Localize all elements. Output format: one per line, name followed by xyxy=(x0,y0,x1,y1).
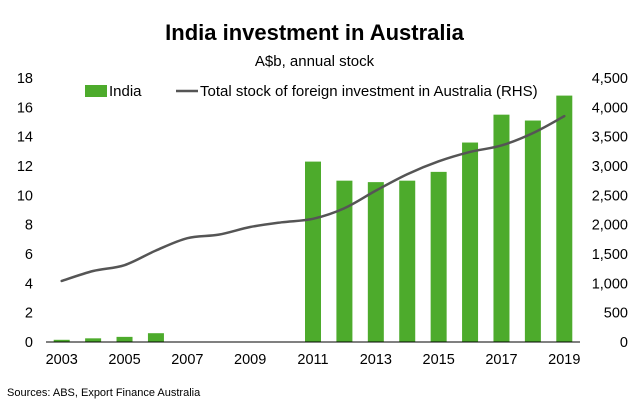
right-y-tick-label-2,500: 2,500 xyxy=(592,188,628,204)
bar-india-2019 xyxy=(556,95,573,342)
legend-swatch-india xyxy=(85,85,107,97)
source-note: Sources: ABS, Export Finance Australia xyxy=(7,387,201,399)
legend: India Total stock of foreign investment … xyxy=(85,83,538,100)
right-y-tick-label-0: 0 xyxy=(620,335,628,351)
bar-india-2004 xyxy=(85,338,102,342)
chart-subtitle: A$b, annual stock xyxy=(254,53,375,70)
right-y-tick-label-4,000: 4,000 xyxy=(592,100,628,116)
left-y-tick-label-8: 8 xyxy=(25,218,33,234)
left-y-tick-label-2: 2 xyxy=(25,306,33,322)
right-y-axis-ticks: 0 500 1,000 1,500 2,000 2,500 3,000 3,500 4,000 4… xyxy=(592,71,628,351)
right-y-tick-label-4,500: 4,500 xyxy=(592,71,628,87)
right-y-tick-label-1,500: 1,500 xyxy=(592,247,628,263)
x-tick-label-2011: 2011 xyxy=(297,352,328,368)
bar-india-2013 xyxy=(367,182,384,342)
bar-series-india xyxy=(53,95,573,343)
bar-india-2011 xyxy=(305,161,321,342)
legend-label-india: India xyxy=(109,83,142,100)
left-y-tick-label-14: 14 xyxy=(17,130,33,146)
right-y-tick-label-500: 500 xyxy=(604,306,628,322)
x-tick-label-2009: 2009 xyxy=(234,352,266,368)
bar-india-2005 xyxy=(116,336,133,342)
left-y-tick-label-4: 4 xyxy=(25,276,33,292)
x-tick-label-2017: 2017 xyxy=(485,352,517,368)
line-series-total-foreign-investment xyxy=(60,114,566,283)
x-tick-label-2007: 2007 xyxy=(171,352,203,368)
bar-india-2003 xyxy=(53,339,70,342)
chart-title: India investment in Australia xyxy=(165,20,464,45)
left-y-tick-label-10: 10 xyxy=(17,188,33,204)
legend-label-total-foreign-investment: Total stock of foreign investment in Aus… xyxy=(200,83,538,100)
right-y-tick-label-3,500: 3,500 xyxy=(592,130,628,146)
bar-india-2015 xyxy=(430,171,447,342)
x-tick-label-2019: 2019 xyxy=(548,352,580,368)
left-y-tick-label-18: 18 xyxy=(17,71,33,87)
bar-india-2006 xyxy=(147,333,164,342)
bar-india-2014 xyxy=(399,180,416,342)
right-y-tick-label-3,000: 3,000 xyxy=(592,159,628,175)
left-y-axis-ticks: 0 2 4 6 8 10 12 14 16 18 xyxy=(17,71,33,351)
bar-india-2016 xyxy=(462,142,479,342)
left-y-tick-label-12: 12 xyxy=(17,159,33,175)
left-y-tick-label-0: 0 xyxy=(25,335,33,351)
left-y-tick-label-16: 16 xyxy=(17,100,33,116)
bar-india-2012 xyxy=(336,180,353,342)
x-tick-label-2005: 2005 xyxy=(108,352,140,368)
bar-india-2018 xyxy=(524,120,541,343)
x-tick-label-2003: 2003 xyxy=(46,352,78,368)
bar-india-2017 xyxy=(493,114,510,343)
x-tick-label-2013: 2013 xyxy=(360,352,392,368)
right-y-tick-label-1,000: 1,000 xyxy=(592,276,628,292)
right-y-tick-label-2,000: 2,000 xyxy=(592,218,628,234)
left-y-tick-label-6: 6 xyxy=(25,247,33,263)
x-tick-label-2015: 2015 xyxy=(423,352,455,368)
x-axis-ticks: 2003 2005 2007 2009 2011 2013 2015 2017 2019 xyxy=(46,352,581,368)
